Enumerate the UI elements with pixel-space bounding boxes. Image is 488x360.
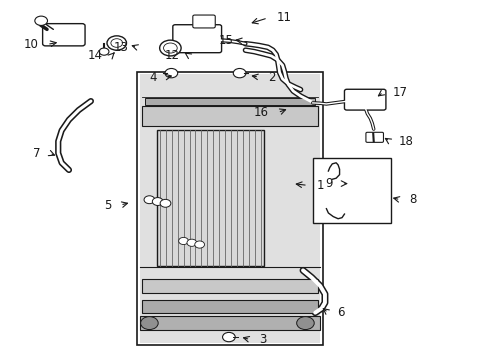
Text: 7: 7	[33, 147, 41, 159]
Circle shape	[99, 48, 109, 55]
Bar	[312, 158, 390, 223]
Text: 4: 4	[149, 71, 157, 84]
Circle shape	[159, 40, 181, 56]
FancyBboxPatch shape	[42, 24, 85, 46]
Text: 18: 18	[398, 135, 413, 148]
Text: 16: 16	[253, 106, 268, 119]
Text: 1: 1	[316, 179, 324, 192]
Bar	[142, 300, 317, 314]
Text: 6: 6	[336, 306, 344, 319]
FancyBboxPatch shape	[192, 15, 215, 28]
Circle shape	[141, 317, 158, 329]
Circle shape	[296, 317, 314, 329]
Bar	[137, 72, 322, 345]
Circle shape	[178, 237, 188, 244]
Bar	[142, 279, 317, 293]
Bar	[142, 107, 317, 126]
Text: 8: 8	[408, 193, 416, 206]
Circle shape	[164, 68, 177, 78]
Text: 11: 11	[276, 12, 291, 24]
Circle shape	[144, 196, 155, 204]
Circle shape	[186, 239, 196, 246]
Circle shape	[163, 43, 177, 53]
Bar	[157, 130, 264, 266]
Text: 14: 14	[88, 49, 103, 62]
Text: 15: 15	[218, 34, 233, 48]
Text: 10: 10	[23, 38, 38, 51]
FancyBboxPatch shape	[172, 25, 221, 53]
Bar	[140, 316, 320, 330]
Bar	[144, 98, 315, 105]
FancyBboxPatch shape	[365, 132, 383, 142]
Circle shape	[222, 332, 235, 342]
Circle shape	[233, 68, 245, 78]
FancyBboxPatch shape	[344, 89, 385, 110]
Circle shape	[107, 36, 126, 50]
Text: 17: 17	[391, 86, 407, 99]
Text: 3: 3	[259, 333, 266, 346]
Circle shape	[111, 39, 122, 47]
Text: 2: 2	[267, 71, 275, 84]
Circle shape	[152, 198, 163, 206]
Circle shape	[194, 241, 204, 248]
Text: 9: 9	[325, 177, 332, 190]
Circle shape	[35, 16, 47, 26]
Circle shape	[160, 199, 170, 207]
Bar	[140, 74, 320, 343]
Text: 5: 5	[104, 199, 111, 212]
Text: 13: 13	[113, 41, 128, 54]
Text: 12: 12	[164, 49, 179, 62]
